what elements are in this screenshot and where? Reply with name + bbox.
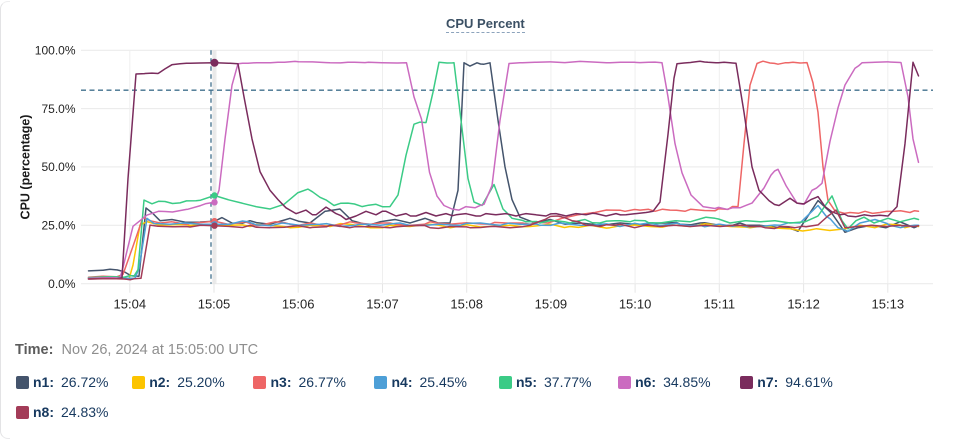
svg-text:15:12: 15:12	[787, 297, 820, 312]
svg-text:15:09: 15:09	[535, 297, 568, 312]
svg-text:15:08: 15:08	[450, 297, 483, 312]
svg-text:15:13: 15:13	[872, 297, 905, 312]
svg-text:15:10: 15:10	[619, 297, 652, 312]
svg-text:100.0%: 100.0%	[35, 43, 76, 57]
svg-text:CPU (percentage): CPU (percentage)	[19, 115, 33, 220]
svg-text:0.0%: 0.0%	[48, 277, 76, 291]
svg-text:15:04: 15:04	[114, 297, 147, 312]
svg-text:75.0%: 75.0%	[41, 102, 75, 116]
svg-text:15:11: 15:11	[704, 297, 736, 312]
svg-text:15:05: 15:05	[198, 297, 231, 312]
svg-text:50.0%: 50.0%	[41, 160, 75, 174]
svg-text:25.0%: 25.0%	[41, 219, 75, 233]
svg-text:15:06: 15:06	[282, 297, 315, 312]
svg-text:15:07: 15:07	[366, 297, 399, 312]
